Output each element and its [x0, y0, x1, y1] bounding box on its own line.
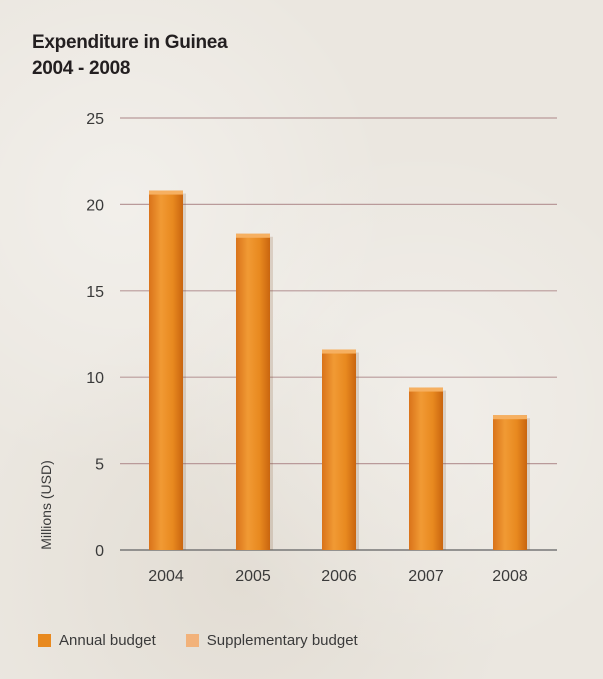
legend-label-annual: Annual budget — [59, 632, 156, 649]
chart-title-line1: Expenditure in Guinea — [32, 32, 228, 53]
y-tick-label: 15 — [86, 284, 104, 301]
legend-label-supplementary: Supplementary budget — [206, 632, 358, 649]
y-tick-label: 10 — [86, 370, 104, 387]
bar-annual-2005 — [236, 233, 270, 550]
x-tick-label: 2005 — [235, 568, 271, 585]
bar-top-highlight — [149, 190, 183, 195]
legend-item-annual: Annual budget — [38, 632, 156, 649]
x-tick-label: 2006 — [321, 568, 357, 585]
chart-title: Expenditure in Guinea 2004 - 2008 — [32, 30, 228, 82]
x-tick-label: 2004 — [148, 568, 184, 585]
bar-annual-2004 — [149, 190, 183, 551]
bar-top-highlight — [409, 387, 443, 392]
bar-top-highlight — [493, 415, 527, 420]
legend-swatch-annual — [38, 634, 51, 647]
legend-item-supplementary: Supplementary budget — [185, 632, 358, 649]
y-tick-label: 20 — [86, 197, 104, 214]
legend-swatch-supplementary — [185, 634, 199, 647]
chart-title-line2: 2004 - 2008 — [32, 58, 131, 79]
y-tick-label: 25 — [86, 111, 104, 128]
y-axis-label: Millions (USD) — [38, 460, 54, 549]
x-tick-label: 2008 — [492, 568, 528, 585]
bar-annual-2006 — [322, 349, 356, 550]
bar-top-highlight — [322, 349, 356, 354]
bar-annual-2007 — [409, 387, 443, 550]
bar-annual-2008 — [493, 415, 527, 550]
legend: Annual budget Supplementary budget — [38, 632, 388, 649]
bar-top-highlight — [236, 233, 270, 238]
y-tick-label: 0 — [95, 543, 104, 560]
x-tick-label: 2007 — [408, 568, 444, 585]
y-tick-label: 5 — [95, 457, 104, 474]
